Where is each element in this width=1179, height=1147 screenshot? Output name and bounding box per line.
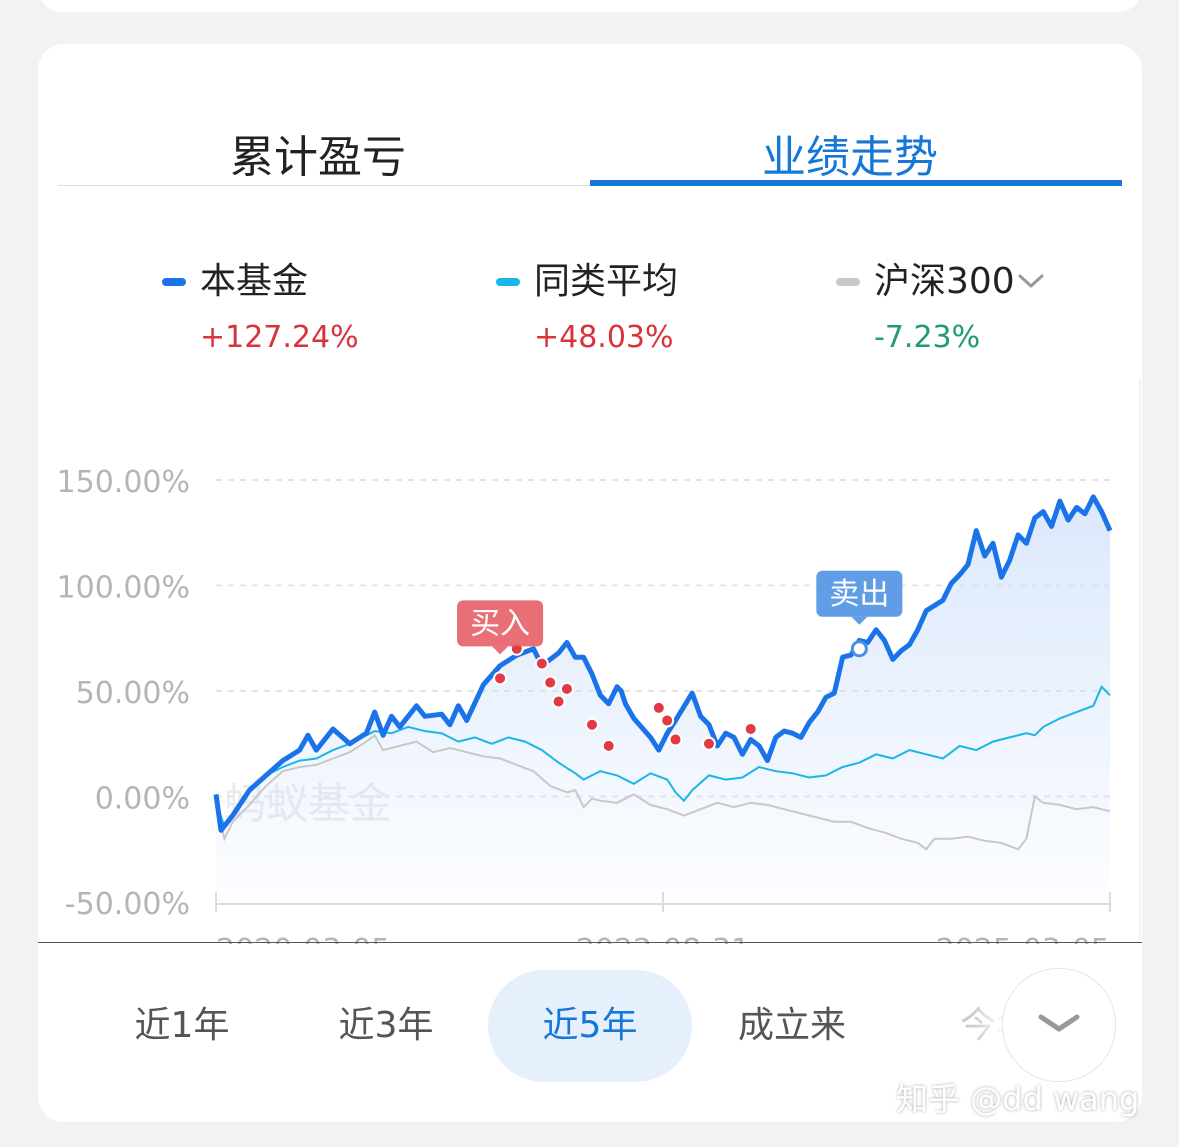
- series-line-csi300: [215, 733, 1111, 851]
- buy-marker: [701, 736, 716, 751]
- annotation-label: 买入: [470, 606, 530, 641]
- y-tick-label: -50.00%: [65, 887, 190, 922]
- buy-marker: [534, 656, 549, 671]
- chevron-down-icon[interactable]: [1016, 266, 1046, 296]
- range-1y-button[interactable]: 近1年: [134, 1005, 230, 1046]
- y-tick-label: 50.00%: [76, 676, 190, 711]
- tab-performance-trend[interactable]: 业绩走势: [762, 132, 938, 183]
- previous-card: [38, 0, 1142, 12]
- range-since-inception-button[interactable]: 成立来: [737, 1005, 846, 1046]
- tab-cumulative-pnl[interactable]: 累计盈亏: [230, 132, 406, 183]
- legend-name-fund: 本基金: [200, 261, 309, 302]
- y-tick-label: 100.00%: [57, 571, 190, 606]
- legend-item-csi300[interactable]: 沪深300 -7.23%: [836, 254, 1066, 355]
- chevron-down-icon: [1038, 1014, 1080, 1032]
- trade-annotations: 买入 卖出: [457, 570, 903, 658]
- chart-bottom-divider: [38, 942, 1142, 943]
- buy-marker: [543, 675, 558, 690]
- expand-ranges-button[interactable]: [1002, 968, 1116, 1082]
- legend-swatch-csi300: [836, 278, 860, 286]
- legend-name-csi300: 沪深300: [874, 261, 1015, 302]
- series-line-fund: [213, 494, 1113, 833]
- buy-marker: [601, 738, 616, 753]
- y-tick-label: 150.00%: [57, 465, 190, 500]
- range-5y-button[interactable]: 近5年: [488, 970, 692, 1082]
- fund-area-fill: [216, 496, 1110, 902]
- buy-marker: [584, 717, 599, 732]
- x-tick-label: 2022-08-31: [576, 933, 750, 944]
- performance-chart: 150.00%100.00%50.00%0.00%-50.00% 蚂蚁基金 买入…: [57, 374, 1142, 944]
- buy-marker: [651, 700, 666, 715]
- buy-marker: [660, 713, 675, 728]
- buy-marker: [743, 721, 758, 736]
- page-watermark: 知乎 @dd wang: [896, 1080, 1140, 1118]
- legend-item-category-average[interactable]: 同类平均 +48.03%: [496, 254, 726, 355]
- trade-markers: [493, 641, 758, 753]
- legend-item-fund[interactable]: 本基金 +127.24%: [162, 254, 392, 355]
- buy-marker: [493, 671, 508, 686]
- legend-value-category-average: +48.03%: [534, 320, 674, 355]
- buy-marker: [559, 681, 574, 696]
- y-axis-labels: 150.00% 100.00% 50.00% 0.00% -50.00%: [57, 465, 190, 922]
- legend-value-fund: +127.24%: [200, 320, 359, 355]
- sell-annotation: 卖出: [816, 570, 903, 658]
- y-tick-label: 0.00%: [95, 782, 190, 817]
- x-tick-label: 2025-03-05: [936, 933, 1110, 944]
- legend-swatch-fund: [162, 278, 186, 286]
- range-3y-button[interactable]: 近3年: [338, 1005, 434, 1046]
- buy-marker: [551, 694, 566, 709]
- buy-annotation: 买入: [457, 600, 544, 655]
- legend-value-csi300: -7.23%: [874, 320, 981, 355]
- legend-swatch-category-average: [496, 278, 520, 286]
- annotation-label: 卖出: [829, 577, 889, 612]
- active-tab-indicator: [590, 180, 1122, 186]
- x-axis: 2020-03-05 2022-08-31 2025-03-05: [215, 892, 1111, 944]
- x-tick-label: 2020-03-05: [216, 933, 390, 944]
- buy-marker: [668, 732, 683, 747]
- performance-card: 累计盈亏 业绩走势 本基金 +127.24% 同类平均 +48.03% 沪深30…: [38, 44, 1142, 1122]
- legend-name-category-average: 同类平均: [534, 261, 679, 302]
